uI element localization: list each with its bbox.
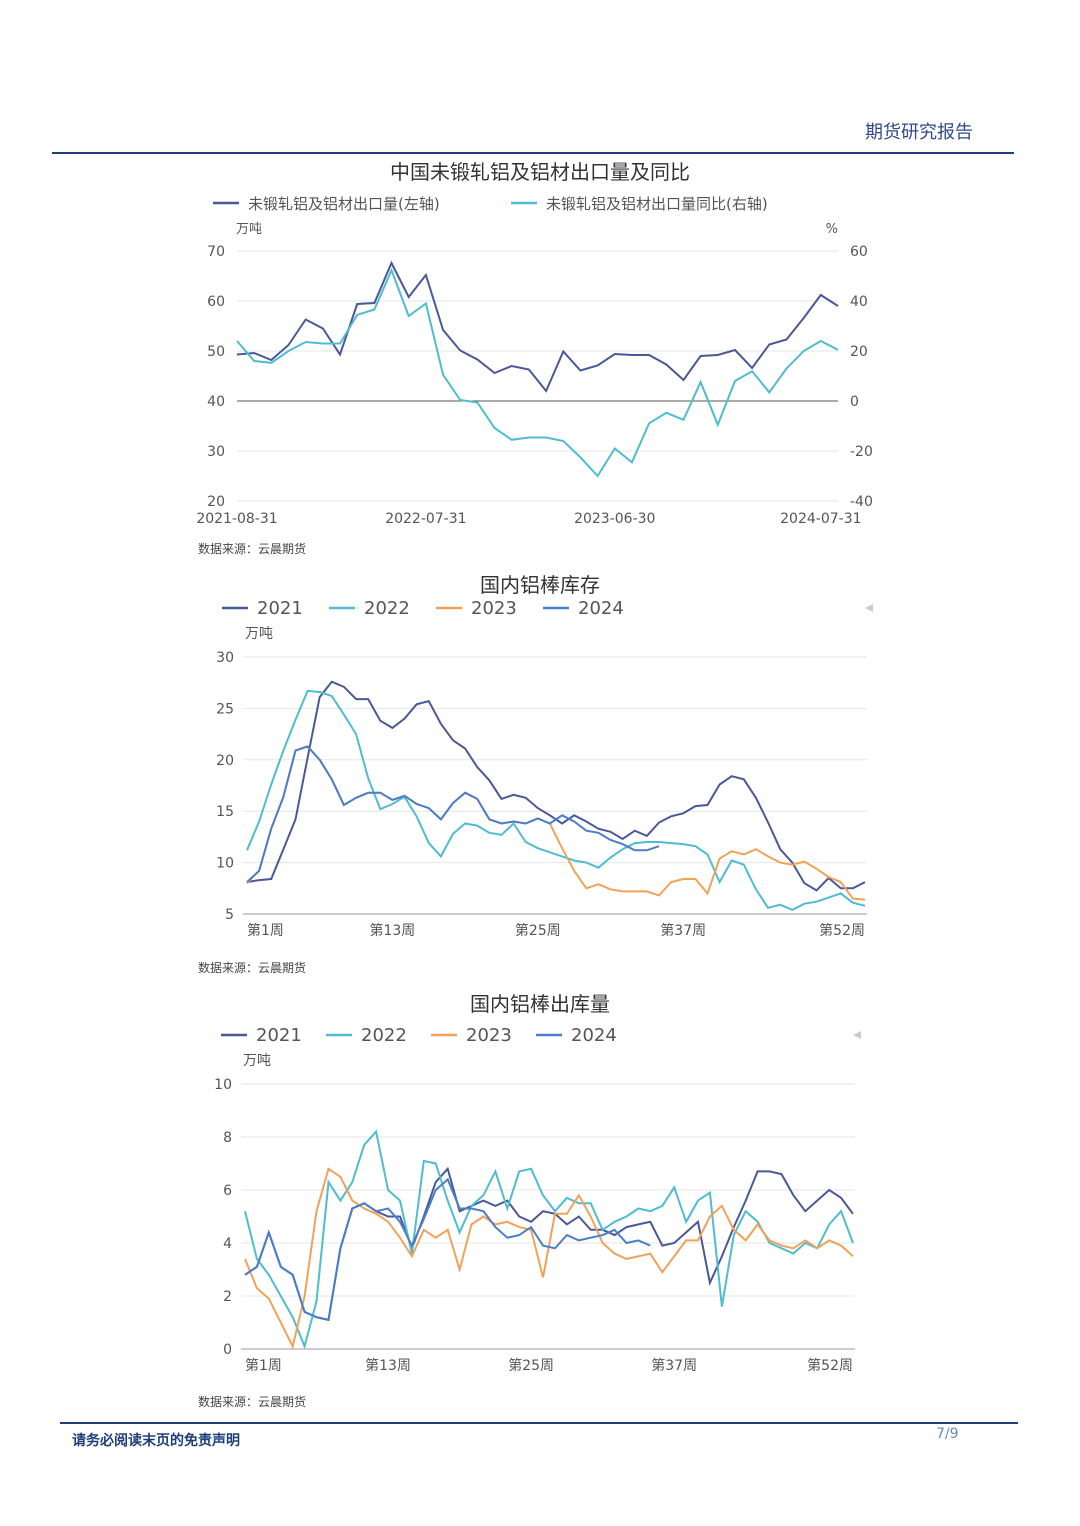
chart-3-x-tick: 第25周 [508, 1357, 554, 1374]
chart-1-export-volume-yoy: 20 30 40 50 60 70 -40 -20 0 20 40 60 万吨 % 未锻轧铝及铝材出口量(左… [196, 195, 873, 527]
chart-1-source: 数据来源：云晨期货 [198, 542, 307, 556]
chart-2-y-tick: 10 [216, 856, 234, 872]
report-header-title: 期货研究报告 [865, 122, 973, 143]
chart-1-x-tick: 2023-06-30 [574, 511, 655, 527]
chart-1-left-tick: 30 [207, 444, 225, 460]
chart-2-x-tick: 第25周 [515, 922, 561, 939]
chart-2-title: 国内铝棒库存 [480, 573, 600, 597]
chart-1-x-tick: 2024-07-31 [780, 511, 861, 527]
chart-3-title: 国内铝棒出库量 [470, 992, 610, 1016]
chart-1-right-tick: 40 [850, 294, 868, 310]
chart-3-series-2024 [244, 1177, 651, 1322]
chart-1-title: 中国未锻轧铝及铝材出口量及同比 [390, 160, 690, 184]
chart-2-legend-arrow-icon [865, 604, 873, 612]
chart-2-x-tick: 第37周 [660, 922, 706, 939]
chart-3-legend-arrow-icon [853, 1031, 861, 1039]
header-rule [52, 152, 1014, 154]
chart-1-right-tick: 20 [850, 344, 868, 360]
chart-2-bar-inventory: 5 10 15 20 25 30 万吨 2021 2022 2023 2024 第1周 第13周 第25周… [216, 598, 873, 939]
chart-2-legend-label: 2022 [364, 598, 410, 619]
chart-2-y-tick: 30 [216, 650, 234, 666]
chart-2-y-tick: 5 [225, 907, 234, 923]
chart-3-bar-outbound: 0 2 4 6 8 10 万吨 2021 2022 2023 2024 第1周 第13周 第25周 第37周… [214, 1025, 861, 1374]
chart-1-right-tick: -40 [850, 494, 873, 510]
chart-1-left-tick: 20 [207, 494, 225, 510]
footer-rule [60, 1422, 1018, 1424]
chart-2-x-tick: 第1周 [247, 922, 284, 939]
chart-2-series-2023 [246, 745, 866, 901]
chart-3-y-tick: 10 [214, 1077, 232, 1093]
chart-1-left-tick: 70 [207, 244, 225, 260]
chart-2-x-tick: 第13周 [369, 922, 415, 939]
chart-1-x-tick: 2021-08-31 [196, 511, 277, 527]
chart-2-legend-label: 2024 [578, 598, 624, 619]
chart-1-series-volume [236, 260, 839, 393]
chart-2-legend-label: 2021 [257, 598, 303, 619]
page-number: 7/9 [936, 1426, 959, 1442]
chart-1-right-tick: 60 [850, 244, 868, 260]
chart-1-right-tick: -20 [850, 444, 873, 460]
chart-2-y-tick: 25 [216, 701, 234, 717]
chart-1-legend-label: 未锻轧铝及铝材出口量同比(右轴) [546, 195, 768, 213]
chart-3-y-tick: 0 [223, 1342, 232, 1358]
chart-2-legend-label: 2023 [471, 598, 517, 619]
chart-2-y-tick: 20 [216, 753, 234, 769]
chart-3-legend-label: 2022 [361, 1025, 407, 1046]
chart-2-series-2022 [246, 689, 866, 912]
chart-3-x-tick: 第37周 [651, 1357, 697, 1374]
chart-1-left-tick: 50 [207, 344, 225, 360]
chart-3-unit: 万吨 [243, 1053, 271, 1069]
chart-2-x-tick: 第52周 [819, 922, 865, 939]
chart-3-y-tick: 8 [223, 1130, 232, 1146]
chart-2-source: 数据来源：云晨期货 [198, 961, 307, 975]
chart-3-y-tick: 4 [223, 1236, 232, 1252]
chart-3-x-tick: 第52周 [807, 1357, 853, 1374]
chart-3-x-tick: 第1周 [245, 1357, 282, 1374]
chart-2-y-tick: 15 [216, 804, 234, 820]
chart-3-legend-label: 2021 [256, 1025, 302, 1046]
chart-3-x-tick: 第13周 [365, 1357, 411, 1374]
chart-3-series-2022 [244, 1129, 854, 1350]
chart-1-series-yoy [236, 267, 839, 478]
chart-3-legend-label: 2023 [466, 1025, 512, 1046]
chart-3-y-tick: 6 [223, 1183, 232, 1199]
chart-1-left-unit: 万吨 [236, 222, 262, 237]
chart-3-legend-label: 2024 [571, 1025, 617, 1046]
chart-2-series-2024 [246, 745, 660, 883]
chart-1-right-tick: 0 [850, 394, 859, 410]
chart-2-unit: 万吨 [245, 626, 273, 642]
footer-disclaimer: 请务必阅读末页的免责声明 [72, 1433, 240, 1449]
chart-3-source: 数据来源：云晨期货 [198, 1395, 307, 1409]
chart-1-left-tick: 40 [207, 394, 225, 410]
chart-1-left-tick: 60 [207, 294, 225, 310]
chart-3-y-tick: 2 [223, 1289, 232, 1305]
chart-1-legend-label: 未锻轧铝及铝材出口量(左轴) [248, 195, 440, 213]
chart-1-right-unit: % [826, 222, 838, 237]
chart-1-x-tick: 2022-07-31 [385, 511, 466, 527]
chart-3-series-2023 [244, 1167, 854, 1350]
